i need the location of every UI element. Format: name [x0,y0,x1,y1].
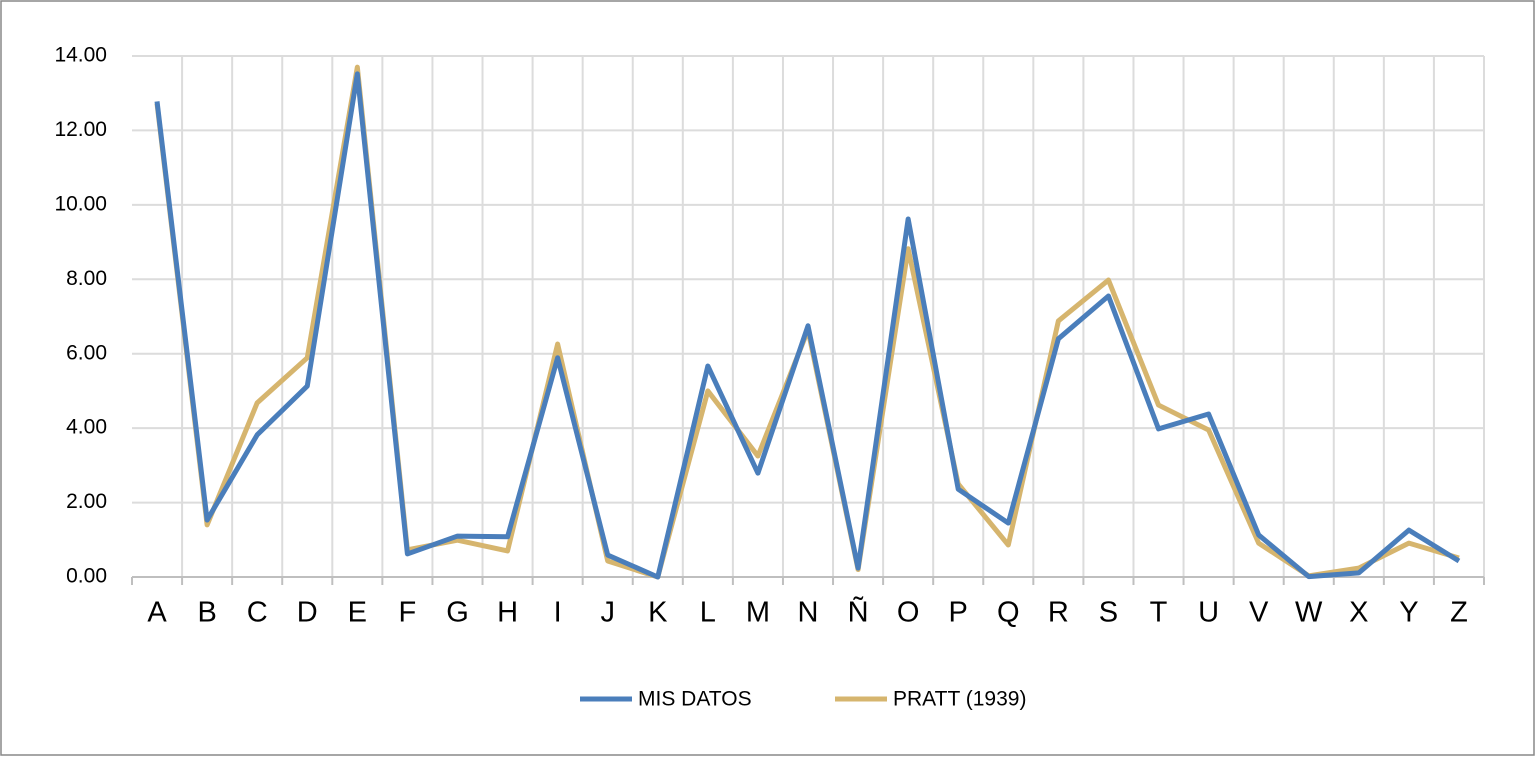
x-tick-label: Y [1399,597,1418,629]
x-tick-label: L [700,597,716,629]
x-tick-label: C [247,597,268,629]
x-tick-label: Q [997,597,1020,629]
x-tick-label: H [497,597,518,629]
x-tick-label: U [1198,597,1219,629]
x-tick-label: A [147,597,167,629]
x-tick-label: F [399,597,417,629]
legend-label: PRATT (1939) [893,688,1026,711]
x-tick-label: M [746,597,770,629]
y-tick-label: 4.00 [66,416,107,439]
x-tick-label: S [1099,597,1118,629]
y-tick-label: 0.00 [66,565,107,588]
x-tick-label: I [554,597,562,629]
legend-label: MIS DATOS [638,688,752,711]
x-tick-label: O [897,597,920,629]
x-tick-label: E [348,597,367,629]
y-tick-label: 10.00 [54,192,107,215]
x-tick-label: G [446,597,469,629]
x-tick-label: V [1249,597,1269,629]
x-tick-label: Z [1450,597,1468,629]
y-tick-label: 6.00 [66,341,107,364]
x-tick-label: R [1048,597,1069,629]
x-tick-label: W [1295,597,1323,629]
x-tick-label: B [197,597,216,629]
y-tick-label: 12.00 [54,118,107,141]
y-tick-label: 14.00 [54,44,107,67]
y-tick-label: 8.00 [66,267,107,290]
x-tick-label: N [798,597,819,629]
x-tick-label: T [1150,597,1168,629]
x-tick-label: J [600,597,615,629]
x-tick-label: X [1349,597,1368,629]
x-tick-label: Ñ [848,595,869,629]
x-tick-label: D [297,597,318,629]
series-line [154,71,1461,580]
x-tick-label: P [949,597,968,629]
x-tick-label: K [648,597,668,629]
y-tick-label: 2.00 [66,490,107,513]
